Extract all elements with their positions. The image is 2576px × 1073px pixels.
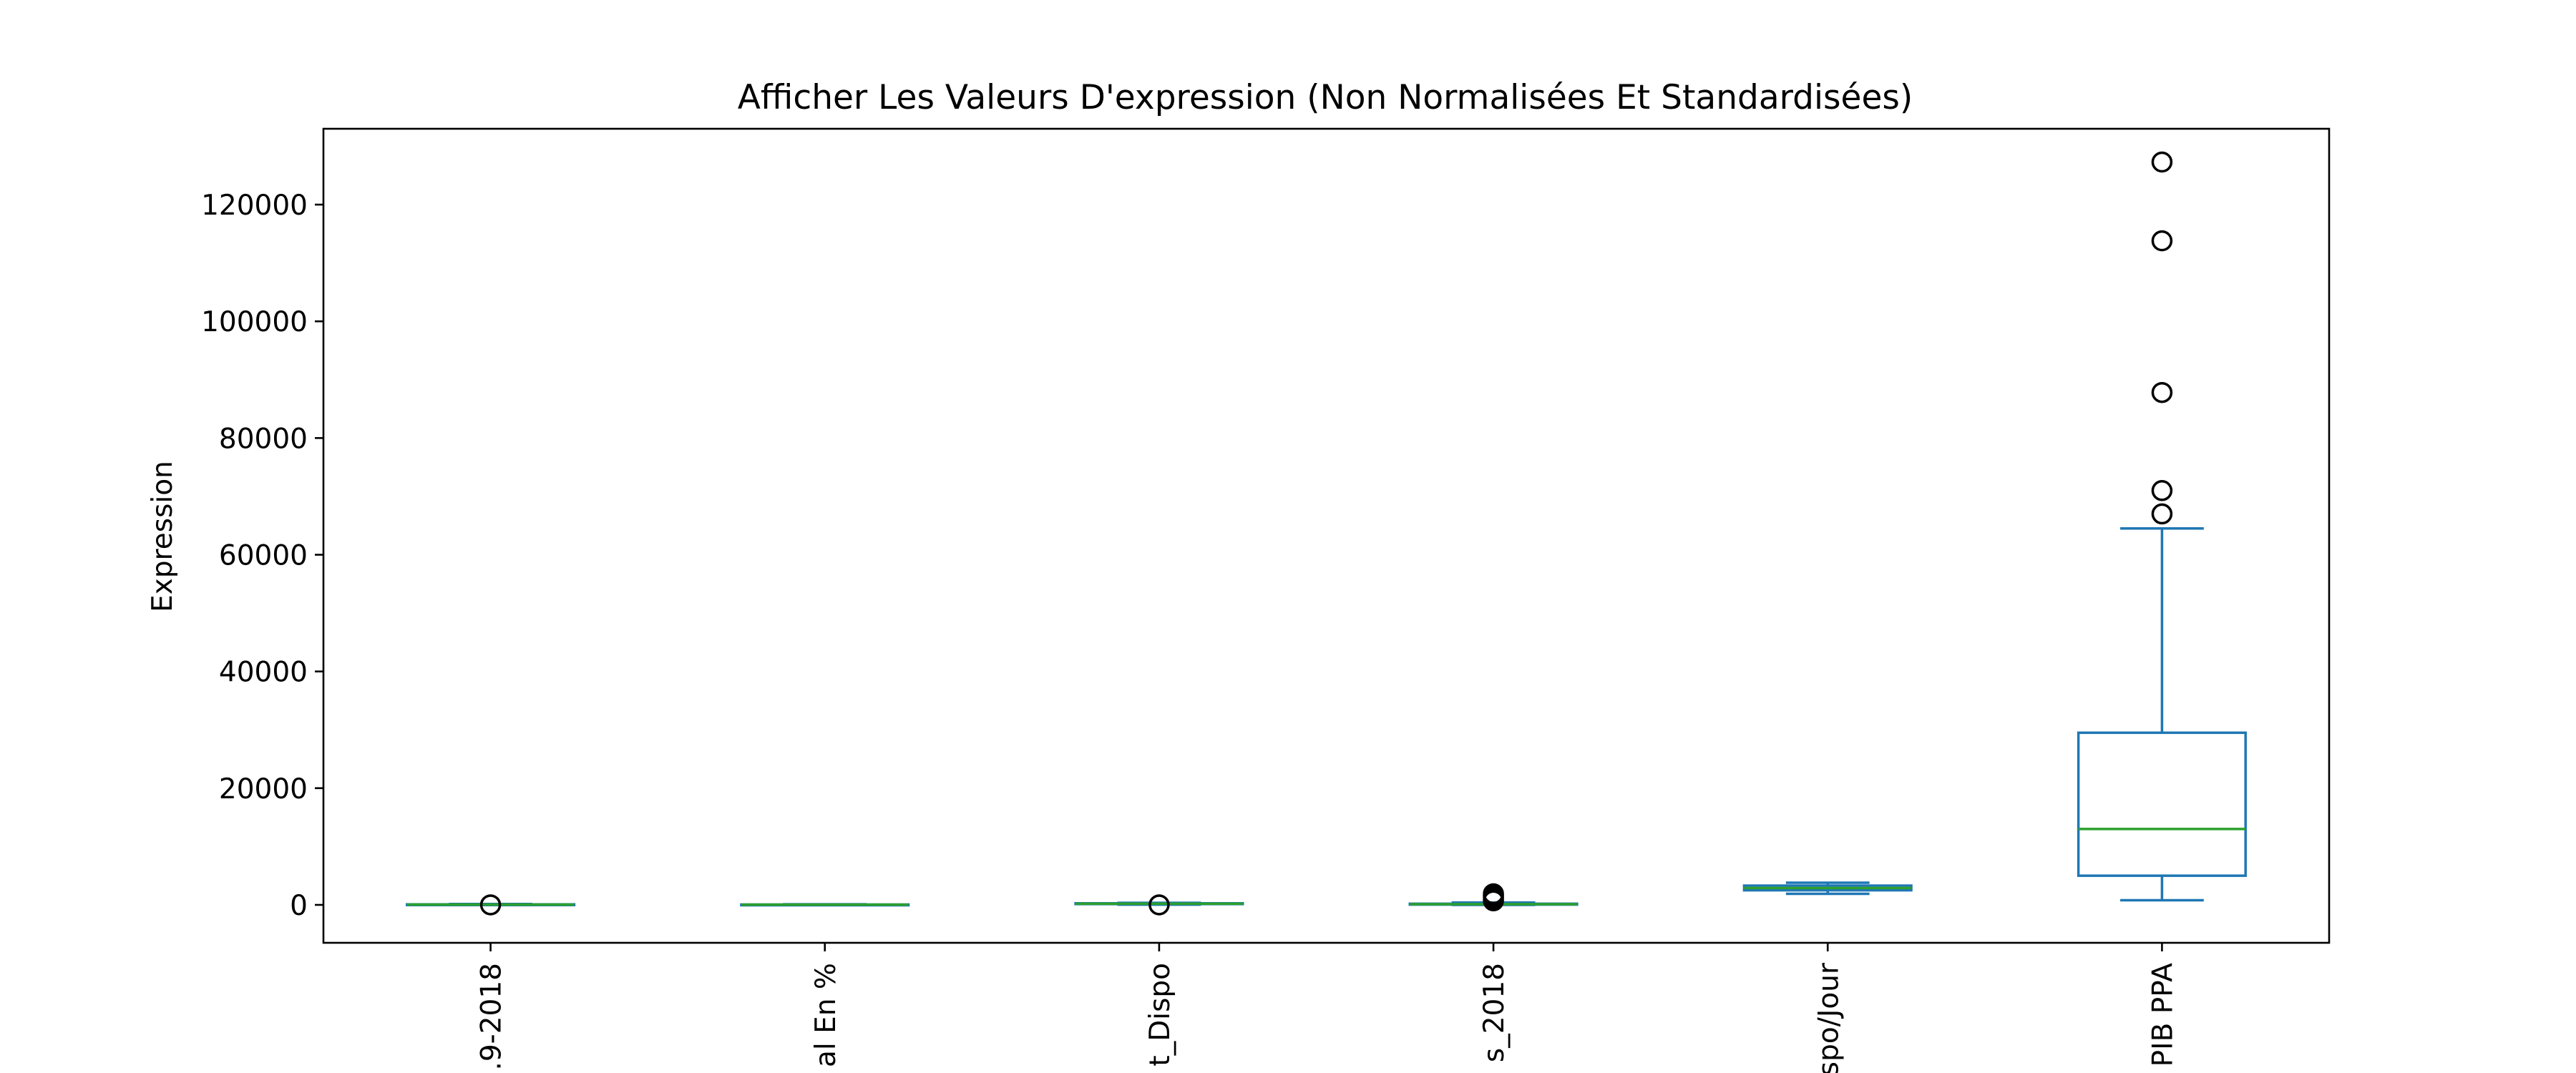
y-tick-label: 40000	[219, 657, 308, 689]
box	[2077, 731, 2247, 877]
x-tick-label: t_Dispo	[1144, 963, 1176, 1067]
chart-title: Afficher Les Valeurs D'expression (Non N…	[738, 78, 1913, 117]
y-tick-label: 0	[290, 890, 308, 922]
x-tick-label: al En %	[810, 963, 842, 1067]
outlier-point	[2151, 381, 2173, 403]
y-axis-label: Expression	[147, 461, 179, 612]
y-tick-label: 120000	[201, 190, 308, 222]
y-tick-label: 60000	[219, 540, 308, 572]
outlier-point	[2151, 230, 2173, 252]
y-tick-label: 20000	[219, 773, 308, 805]
x-tick-label: PIB PPA	[2147, 963, 2179, 1067]
outlier-point	[1148, 894, 1170, 916]
outlier-point	[2151, 151, 2173, 173]
outlier-point	[2151, 480, 2173, 501]
outlier-point	[1483, 883, 1504, 905]
y-tick-label: 80000	[219, 423, 308, 455]
x-tick-label: .9-2018	[476, 963, 508, 1071]
outlier-point	[479, 894, 502, 916]
plot-area: 0 20000 40000 60000 80000 100000 120000 .9-2018…	[201, 127, 2331, 1073]
x-tick-label: s_2018	[1478, 963, 1511, 1062]
plot-frame	[322, 127, 2331, 944]
x-tick-label: spo/Jour	[1813, 962, 1845, 1073]
outlier-point	[2151, 503, 2173, 525]
y-tick-label: 100000	[201, 306, 308, 338]
